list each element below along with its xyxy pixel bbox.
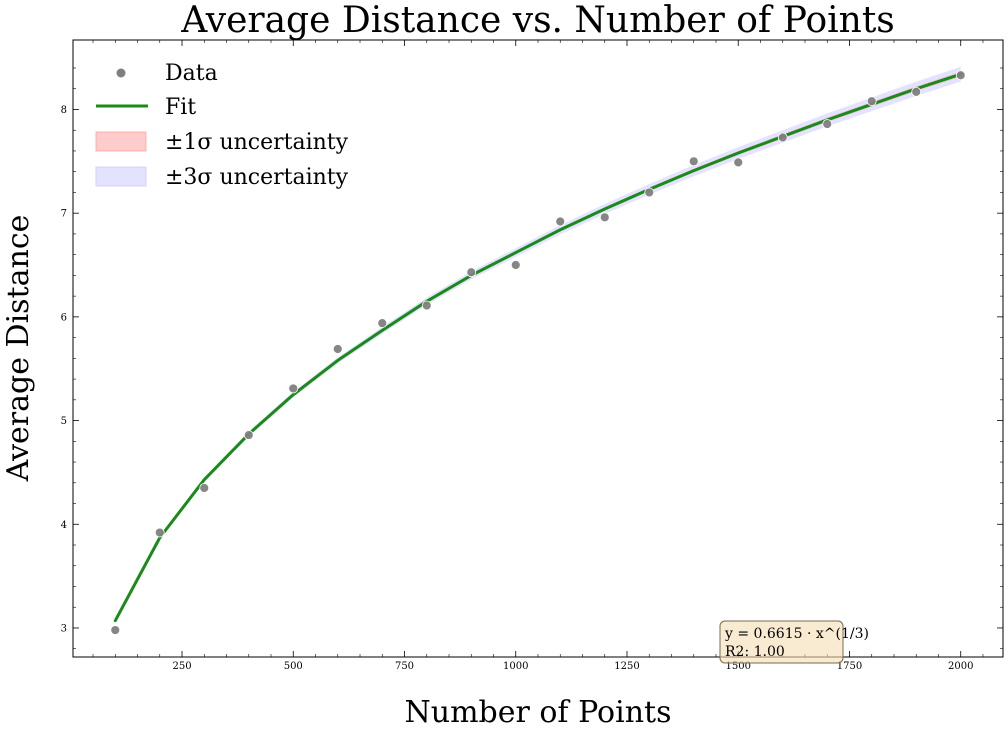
x-tick-label: 2000: [948, 661, 973, 672]
data-point: [688, 156, 699, 167]
fit-line: [113, 72, 963, 623]
x-tick-label: 750: [395, 661, 414, 672]
y-axis-label: Average Distance: [1, 215, 36, 483]
legend-band3-label: ±3σ uncertainty: [165, 165, 349, 190]
y-tick-label: 3: [61, 623, 67, 634]
data-point: [955, 70, 966, 81]
annotation-box: [719, 620, 844, 664]
data-point: [332, 344, 343, 354]
x-axis-label: Number of Points: [405, 695, 672, 730]
legend-band1-swatch: [95, 131, 147, 152]
data-point: [777, 132, 788, 143]
data-point: [154, 527, 165, 538]
chart-title: Average Distance vs. Number of Points: [180, 0, 895, 41]
data-points: [110, 70, 966, 635]
data-point: [110, 625, 121, 635]
x-tick-label: 1500: [726, 661, 751, 672]
legend-band3-swatch: [95, 166, 147, 187]
data-point: [243, 430, 254, 440]
data-point: [733, 157, 744, 168]
annotation-r2: R2: 1.00: [725, 644, 785, 660]
annotation-equation: y = 0.6615 · x^(1/3): [724, 626, 869, 642]
y-tick-label: 8: [61, 105, 67, 116]
data-point: [822, 119, 833, 129]
data-point: [421, 300, 432, 311]
axis-ticks: 250 500 750 1000 1250 1500 1750 2000 3 4 5 6 7 8: [61, 40, 1003, 672]
y-tick-label: 4: [61, 520, 67, 531]
legend-band1-label: ±1σ uncertainty: [165, 130, 349, 155]
data-point: [199, 483, 210, 493]
fit-line-group: [113, 72, 963, 623]
data-point: [555, 216, 566, 227]
data-point: [466, 267, 477, 278]
data-point: [599, 212, 610, 223]
legend-data-marker: [116, 68, 126, 78]
data-point: [911, 86, 922, 97]
x-tick-label: 500: [284, 661, 303, 672]
data-point: [377, 318, 388, 328]
x-tick-label: 1250: [614, 661, 639, 672]
y-tick-label: 5: [61, 416, 67, 427]
data-point: [288, 383, 299, 394]
fit-annotation: y = 0.6615 · x^(1/3) R2: 1.00: [719, 620, 869, 664]
legend-data-label: Data: [165, 61, 218, 86]
data-point: [644, 187, 655, 198]
y-tick-label: 7: [61, 209, 67, 220]
y-tick-label: 6: [61, 312, 67, 323]
data-point: [510, 260, 521, 270]
legend: Data Fit ±1σ uncertainty ±3σ uncertainty: [95, 61, 349, 190]
legend-fit-label: Fit: [165, 95, 196, 120]
x-tick-label: 250: [172, 661, 191, 672]
data-point: [866, 96, 877, 107]
x-tick-label: 1000: [503, 661, 528, 672]
x-tick-label: 1750: [837, 661, 862, 672]
